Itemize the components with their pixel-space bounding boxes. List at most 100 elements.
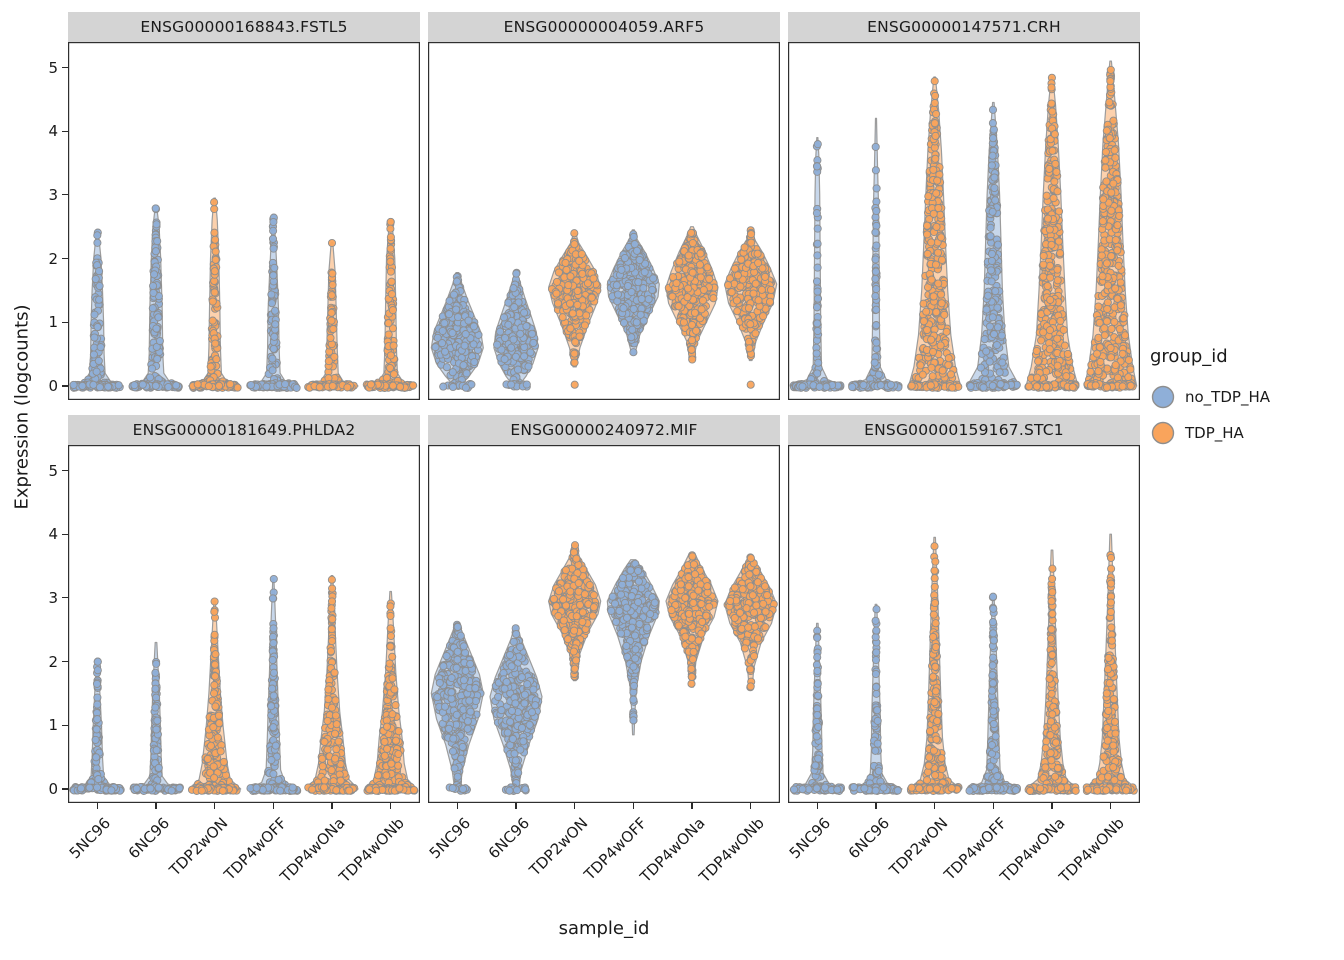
x-tick-mark: [875, 803, 877, 809]
y-tick-label: 3: [48, 588, 58, 607]
facet-title: ENSG00000159167.STC1: [864, 421, 1064, 439]
facet-strip: ENSG00000004059.ARF5: [428, 12, 780, 42]
y-tick-mark: [62, 661, 68, 663]
facet-panel: [428, 42, 780, 400]
y-tick-label: 4: [48, 122, 58, 141]
x-tick-mark: [272, 803, 274, 809]
violin-TDP2wON: [187, 597, 242, 795]
facet-title: ENSG00000147571.CRH: [867, 18, 1061, 36]
y-tick-mark: [62, 321, 68, 323]
y-tick-label: 2: [48, 652, 58, 671]
x-tick-mark: [992, 803, 994, 809]
y-tick-label: 1: [48, 313, 58, 332]
facet-panel: [788, 42, 1140, 400]
violin-6NC96: [128, 204, 183, 392]
facet-title: ENSG00000168843.FSTL5: [140, 18, 348, 36]
y-tick-label: 1: [48, 716, 58, 735]
x-tick-mark: [750, 803, 752, 809]
x-tick-mark: [816, 803, 818, 809]
violin-TDP4wONb: [723, 553, 778, 692]
violin-5NC96: [430, 620, 485, 795]
facet-title: ENSG00000181649.PHLDA2: [132, 421, 356, 439]
violin-TDP4wONb: [362, 217, 418, 392]
violin-6NC96: [489, 624, 543, 795]
x-tick-mark: [1051, 803, 1053, 809]
violin-5NC96: [69, 228, 124, 392]
y-tick-label: 0: [48, 780, 58, 798]
violin-TDP2wON: [907, 76, 963, 392]
violin-TDP4wONa: [665, 551, 719, 688]
violin-6NC96: [493, 268, 540, 391]
violin-5NC96: [789, 622, 845, 795]
legend-label-no-tdp-ha: no_TDP_HA: [1185, 388, 1270, 406]
x-tick-mark: [934, 803, 936, 809]
y-tick-mark: [62, 66, 68, 69]
legend-label-tdp-ha: TDP_HA: [1185, 424, 1244, 442]
legend-point-icon: [1151, 385, 1175, 409]
y-tick-mark: [62, 385, 68, 387]
violin-6NC96: [848, 603, 903, 795]
facet-panel: [788, 445, 1140, 803]
legend-title: group_id: [1150, 346, 1228, 367]
facet-panel: [68, 445, 420, 803]
x-tick-mark: [691, 803, 693, 809]
violin-5NC96: [69, 657, 125, 795]
violin-TDP2wON: [548, 541, 602, 682]
violin-TDP4wONb: [363, 590, 419, 795]
x-tick-label: 6NC96: [484, 814, 533, 863]
x-tick-label: 5NC96: [65, 814, 115, 863]
violin-TDP4wOFF: [965, 592, 1021, 795]
x-tick-label: 5NC96: [785, 814, 835, 863]
violin-6NC96: [129, 641, 184, 795]
violin-TDP2wON: [906, 536, 963, 795]
y-tick-mark: [62, 788, 68, 790]
legend: group_id no_TDP_HA TDP_HA: [1150, 346, 1270, 451]
panel-border: [428, 445, 780, 803]
facet-strip: ENSG00000168843.FSTL5: [68, 12, 420, 42]
violin-TDP2wON: [547, 229, 602, 389]
violin-TDP4wONb: [724, 226, 778, 389]
x-tick-mark: [515, 803, 517, 809]
y-tick-label: 5: [48, 461, 58, 480]
x-tick-mark: [390, 803, 392, 809]
violin-TDP4wOFF: [965, 101, 1021, 392]
violin-5NC96: [430, 272, 484, 392]
y-tick-label: 4: [48, 525, 58, 544]
facet-title: ENSG00000004059.ARF5: [503, 18, 705, 36]
legend-key-no-tdp-ha: no_TDP_HA: [1150, 379, 1270, 415]
facet-panel: [428, 445, 780, 803]
legend-point-icon: [1151, 421, 1175, 445]
violin-TDP4wONb: [1082, 533, 1138, 795]
panel-border: [788, 42, 1140, 400]
facet-title: ENSG00000240972.MIF: [510, 421, 698, 439]
violin-TDP4wONb: [1083, 60, 1138, 392]
violin-TDP4wONa: [1024, 73, 1080, 392]
x-tick-mark: [214, 803, 216, 809]
y-tick-mark: [62, 258, 68, 260]
y-tick-label: 0: [48, 377, 58, 395]
violin-5NC96: [789, 137, 845, 392]
x-tick-mark: [574, 803, 576, 809]
x-tick-mark: [1110, 803, 1112, 809]
facet-strip: ENSG00000159167.STC1: [788, 415, 1140, 445]
x-tick-mark: [96, 803, 98, 809]
violin-TDP4wOFF: [246, 574, 302, 795]
x-tick-label: 5NC96: [425, 814, 475, 863]
violin-TDP4wOFF: [606, 229, 660, 357]
y-tick-mark: [62, 533, 68, 535]
x-tick-mark: [632, 803, 634, 809]
panel-border: [788, 445, 1140, 803]
violin-TDP2wON: [188, 197, 242, 392]
y-tick-label: 2: [48, 249, 58, 268]
facet-strip: ENSG00000181649.PHLDA2: [68, 415, 420, 445]
y-tick-mark: [62, 597, 68, 599]
violin-TDP4wOFF: [606, 559, 660, 736]
violin-TDP4wONa: [1024, 549, 1080, 795]
violin-6NC96: [848, 117, 903, 392]
y-tick-mark: [62, 469, 68, 472]
panel-border: [68, 42, 420, 400]
violin-TDP4wONa: [664, 226, 719, 364]
panel-border: [428, 42, 780, 400]
facet-panel: [68, 42, 420, 400]
